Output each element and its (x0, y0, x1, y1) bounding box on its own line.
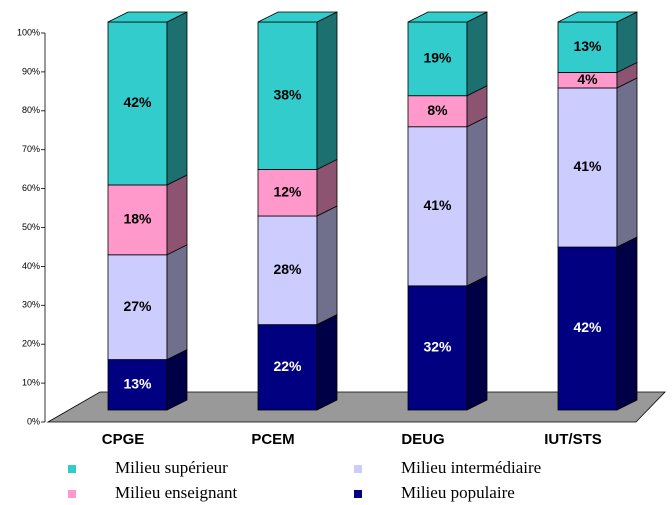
y-tick-label: 10% (22, 377, 40, 387)
bar-side (466, 11, 488, 97)
data-label: 27% (123, 298, 152, 314)
bar-side (616, 77, 638, 248)
y-tick-label: 30% (22, 300, 40, 310)
bar-side (616, 236, 638, 411)
bar-side (316, 313, 338, 411)
y-tick-label: 60% (22, 183, 40, 193)
data-label: 18% (123, 211, 152, 227)
legend-swatch (354, 465, 362, 473)
data-label: 13% (573, 38, 602, 54)
y-tick-label: 80% (22, 105, 40, 115)
bar-side (166, 11, 188, 186)
data-label: 38% (273, 86, 302, 102)
bar-side (466, 116, 488, 287)
bar-top (257, 11, 338, 23)
data-label: 41% (423, 197, 452, 213)
data-label: 41% (573, 158, 602, 174)
data-label: 22% (273, 358, 302, 374)
bar-top (557, 11, 638, 23)
bar-segment (257, 21, 318, 170)
legend-swatch (68, 465, 76, 473)
data-label: 4% (577, 71, 598, 87)
y-tick-label: 100% (17, 27, 40, 37)
bar-segment (107, 21, 168, 186)
bar-segment (257, 324, 318, 411)
data-label: 28% (273, 261, 302, 277)
bar-segment (407, 126, 468, 287)
bar-side (166, 174, 188, 256)
bar-side (616, 11, 638, 74)
bar-side (166, 348, 188, 411)
y-tick-label: 20% (22, 339, 40, 349)
bar-side (316, 11, 338, 171)
data-label: 19% (423, 50, 452, 66)
y-tick-label: 50% (22, 222, 40, 232)
bar-side (166, 244, 188, 361)
bar-segment (407, 285, 468, 411)
bar-top (107, 11, 188, 23)
floor (46, 391, 666, 423)
bar-segment (107, 184, 168, 256)
legend-label: Milieu enseignant (115, 483, 238, 502)
bar-side (316, 205, 338, 326)
legend-label: Milieu intermédiaire (401, 458, 541, 477)
data-label: 8% (427, 102, 448, 118)
legend-swatch (68, 490, 76, 498)
bar-top (407, 11, 488, 23)
bar-side (466, 275, 488, 411)
legend-label: Milieu supérieur (115, 458, 228, 477)
bar-segment (557, 87, 618, 248)
data-label: 42% (573, 319, 602, 335)
y-tick-label: 40% (22, 261, 40, 271)
x-tick-label: PCEM (251, 431, 294, 448)
bar-segment (407, 95, 468, 128)
legend-swatch (354, 490, 362, 498)
y-tick-label: 0% (27, 416, 40, 426)
data-label: 32% (423, 339, 452, 355)
x-tick-label: DEUG (401, 431, 444, 448)
x-tick-label: CPGE (102, 431, 145, 448)
bar-segment (257, 215, 318, 326)
y-tick-label: 70% (22, 144, 40, 154)
y-tick-label: 90% (22, 66, 40, 76)
bar-segment (557, 21, 618, 73)
data-label: 13% (123, 375, 152, 391)
data-label: 42% (123, 94, 152, 110)
data-label: 12% (273, 183, 302, 199)
legend-label: Milieu populaire (401, 483, 515, 502)
x-tick-label: IUT/STS (544, 431, 602, 448)
